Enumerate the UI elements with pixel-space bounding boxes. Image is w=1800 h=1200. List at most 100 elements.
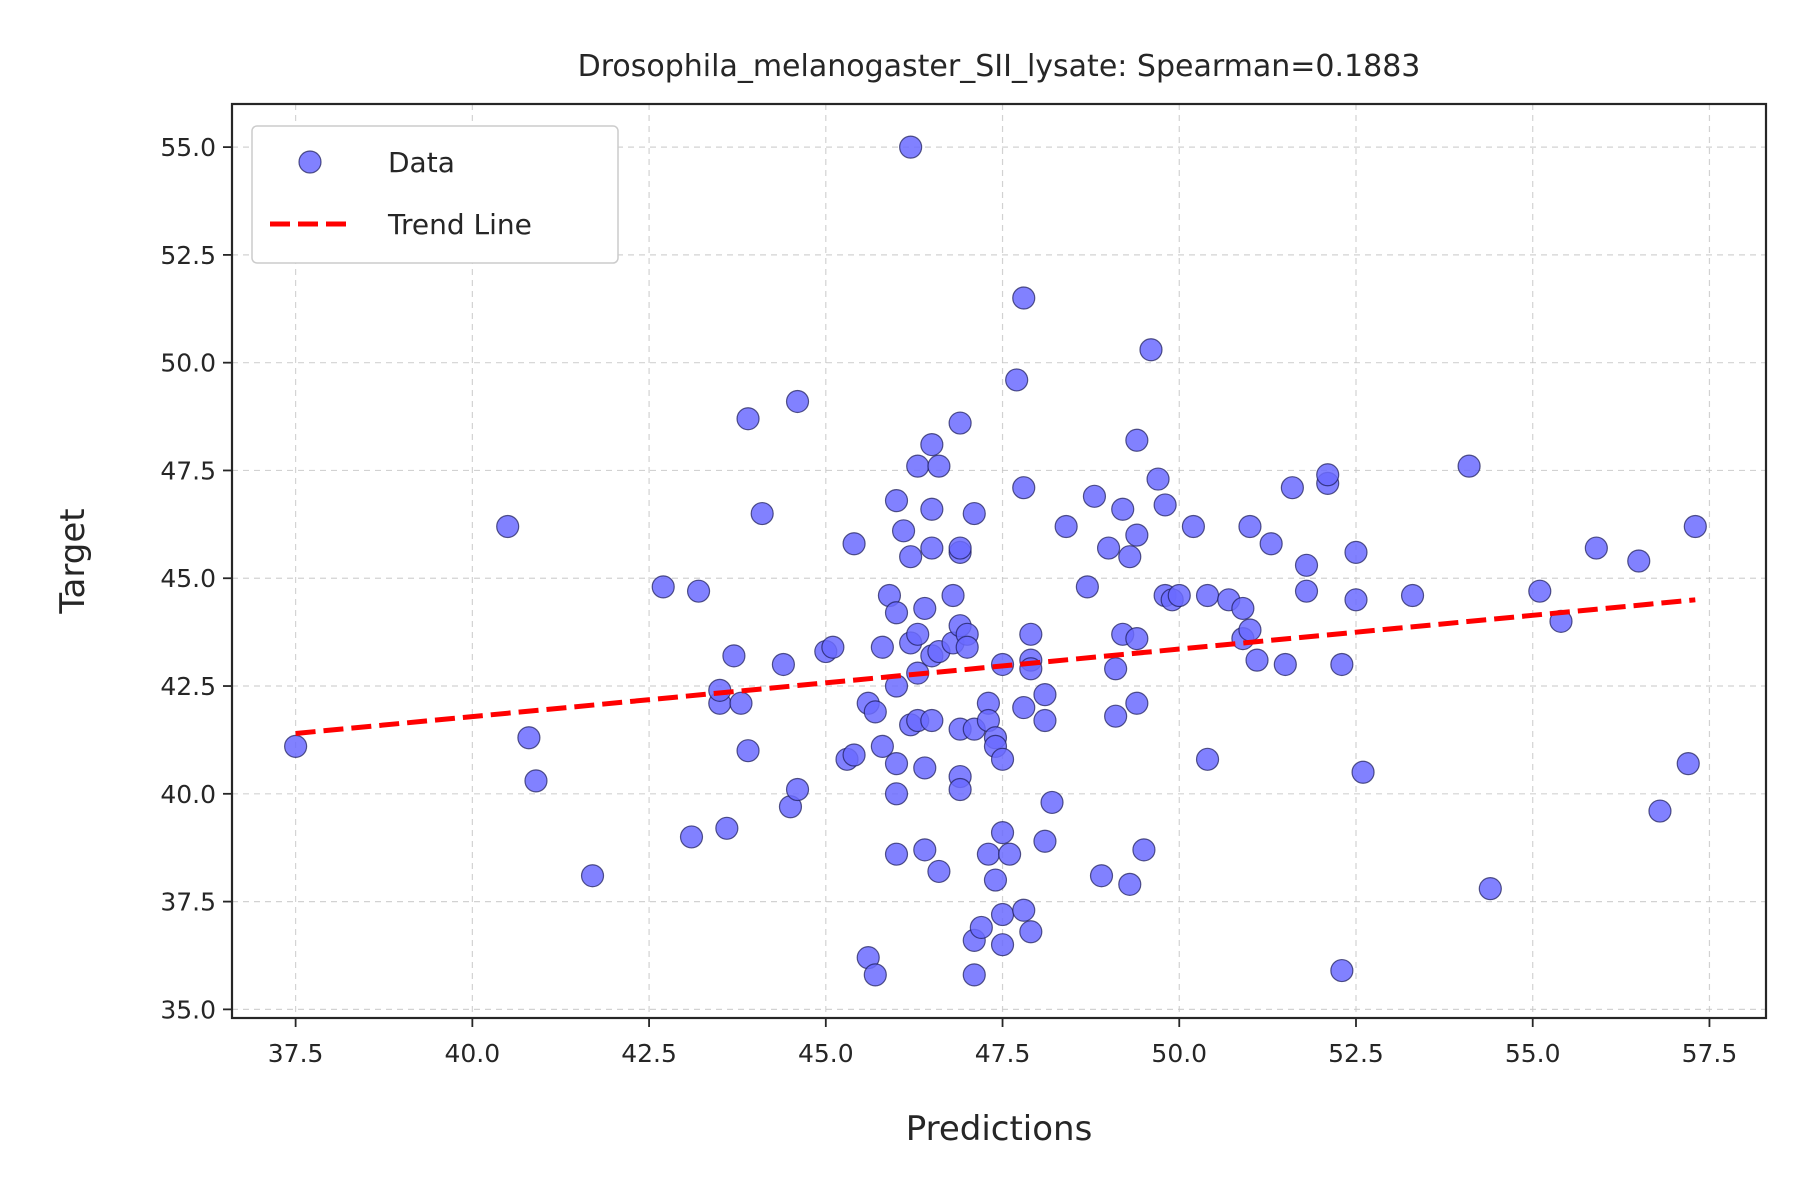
legend-data-marker — [298, 150, 322, 174]
data-point — [913, 756, 937, 780]
data-point — [722, 644, 746, 668]
data-point — [899, 135, 923, 159]
data-point — [651, 575, 675, 599]
data-point — [1683, 514, 1707, 539]
data-point — [771, 652, 795, 677]
data-point — [983, 868, 1008, 892]
x-tick-label: 47.5 — [975, 1039, 1031, 1068]
data-point — [1259, 532, 1283, 556]
data-point — [1528, 579, 1552, 603]
data-point — [884, 752, 909, 776]
data-point — [998, 842, 1022, 866]
legend-box — [251, 125, 619, 264]
plot-frame — [230, 102, 1768, 1020]
data-point — [1676, 752, 1700, 776]
trend-line — [295, 597, 1696, 736]
data-point — [1245, 648, 1269, 672]
data-point — [913, 838, 937, 862]
data-point — [1238, 514, 1262, 539]
data-point — [920, 536, 944, 560]
data-point — [1146, 467, 1170, 491]
data-point — [884, 601, 909, 625]
data-point — [842, 532, 866, 556]
data-point — [1294, 579, 1319, 603]
data-point — [1294, 553, 1319, 577]
data-point — [1033, 683, 1057, 707]
data-point — [920, 708, 944, 733]
data-point — [1104, 704, 1128, 728]
data-point — [990, 747, 1015, 771]
data-point — [1648, 799, 1672, 823]
data-point — [870, 635, 894, 659]
data-point — [785, 777, 810, 802]
data-point — [1351, 760, 1375, 784]
data-point — [1344, 540, 1368, 564]
x-tick-label: 40.0 — [445, 1039, 501, 1068]
data-point — [1033, 708, 1057, 733]
data-point — [906, 454, 930, 478]
data-point — [1054, 514, 1078, 539]
data-point — [913, 596, 937, 621]
data-point — [899, 545, 923, 569]
data-point — [580, 864, 605, 888]
data-point — [785, 389, 810, 414]
data-point — [891, 519, 916, 543]
data-point — [990, 902, 1015, 927]
data-point — [736, 407, 760, 431]
data-point — [955, 635, 979, 659]
data-point — [1019, 622, 1043, 646]
data-point — [1040, 790, 1064, 815]
data-point — [715, 816, 739, 840]
x-tick-label: 37.5 — [268, 1039, 324, 1068]
data-point — [969, 915, 993, 940]
data-point — [1195, 747, 1220, 771]
y-tick-label: 45.0 — [160, 564, 216, 593]
data-point — [884, 782, 909, 806]
data-point — [1167, 583, 1191, 608]
data-point — [1075, 575, 1099, 599]
data-point — [1344, 588, 1368, 612]
x-tick-label: 42.5 — [621, 1039, 677, 1068]
data-point — [1584, 536, 1608, 560]
data-point — [496, 514, 520, 539]
data-point — [1033, 829, 1057, 853]
data-point — [1125, 523, 1149, 547]
data-point — [1019, 920, 1043, 944]
x-axis-ticks: 37.5 40.0 42.5 45.0 47.5 50.0 52.5 55.0 57.5 — [268, 1018, 1737, 1068]
data-point — [729, 691, 753, 715]
x-tick-label: 57.5 — [1682, 1039, 1738, 1068]
data-point — [863, 963, 887, 987]
data-point — [1139, 338, 1163, 362]
x-tick-label: 50.0 — [1151, 1039, 1207, 1068]
data-point — [1280, 476, 1304, 500]
data-point — [284, 734, 308, 758]
data-point — [1104, 657, 1128, 681]
data-point — [524, 769, 548, 793]
data-point — [1400, 583, 1425, 608]
legend-data-label: Data — [388, 146, 455, 179]
data-point — [1457, 454, 1481, 478]
data-point — [1012, 695, 1036, 720]
data-point — [1316, 463, 1340, 487]
data-point — [821, 635, 845, 659]
x-tick-label: 52.5 — [1328, 1039, 1384, 1068]
data-point — [1005, 368, 1029, 392]
x-axis-title: Predictions — [906, 1109, 1093, 1149]
data-point — [1330, 958, 1354, 983]
data-point — [1012, 476, 1036, 500]
y-tick-label: 35.0 — [160, 995, 216, 1024]
data-point — [948, 777, 972, 802]
data-points — [284, 135, 1707, 987]
y-tick-label: 37.5 — [160, 888, 216, 917]
data-point — [962, 963, 986, 987]
y-tick-label: 55.0 — [160, 133, 216, 162]
data-point — [1181, 514, 1206, 539]
y-tick-label: 50.0 — [160, 349, 216, 378]
data-point — [1627, 549, 1651, 573]
y-tick-label: 40.0 — [160, 780, 216, 809]
data-point — [927, 454, 951, 478]
y-tick-label: 47.5 — [160, 456, 216, 485]
data-point — [1238, 618, 1262, 642]
data-point — [884, 842, 909, 866]
